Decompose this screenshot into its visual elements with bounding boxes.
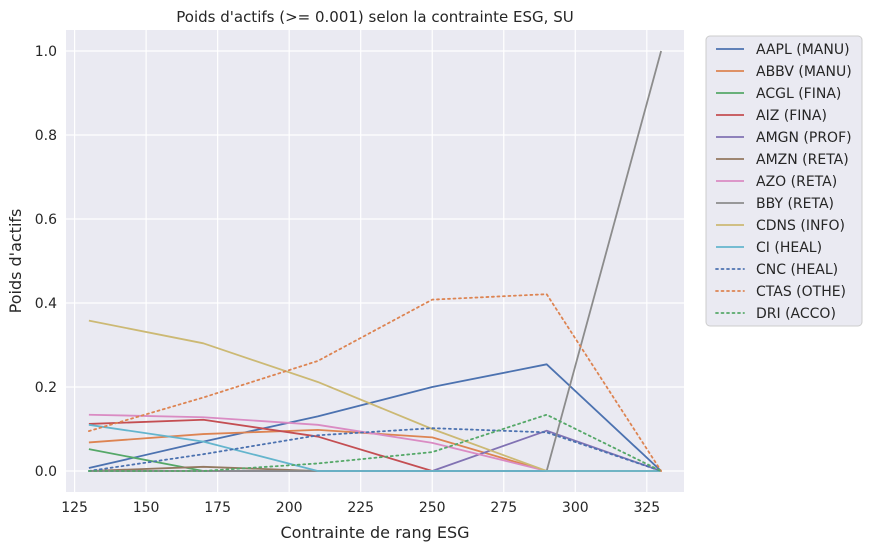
legend-label: BBY (RETA) bbox=[756, 196, 834, 212]
legend-label: ACGL (FINA) bbox=[756, 86, 841, 102]
y-tick-label: 1.0 bbox=[35, 44, 57, 60]
x-tick-label: 325 bbox=[633, 500, 660, 516]
legend-label: CTAS (OTHE) bbox=[756, 284, 846, 300]
legend-label: CI (HEAL) bbox=[756, 240, 822, 256]
x-axis-label: Contrainte de rang ESG bbox=[280, 523, 469, 542]
x-tick-label: 200 bbox=[276, 500, 303, 516]
y-tick-label: 0.8 bbox=[35, 128, 57, 144]
x-tick-label: 300 bbox=[562, 500, 589, 516]
series-line-aapl bbox=[88, 363, 662, 472]
legend-label: AMGN (PROF) bbox=[756, 130, 852, 146]
x-tick-label: 150 bbox=[133, 500, 160, 516]
legend-label: DRI (ACCO) bbox=[756, 306, 836, 322]
legend-label: AZO (RETA) bbox=[756, 174, 837, 190]
y-tick-label: 0.2 bbox=[35, 380, 57, 396]
y-tick-label: 0.6 bbox=[35, 212, 57, 228]
grid bbox=[66, 30, 684, 492]
series-line-dri bbox=[87, 413, 663, 472]
chart-title: Poids d'actifs (>= 0.001) selon la contr… bbox=[176, 8, 573, 26]
series-lines bbox=[87, 50, 663, 472]
plot-background bbox=[66, 30, 684, 492]
legend-label: AMZN (RETA) bbox=[756, 152, 849, 168]
legend-label: AAPL (MANU) bbox=[756, 42, 850, 58]
x-tick-label: 175 bbox=[204, 500, 231, 516]
tick-labels: 125 150 175 200 225 250 275 300 325 0.0 0.2 0.4 0.6 0… bbox=[35, 44, 660, 516]
y-tick-label: 0.0 bbox=[35, 464, 57, 480]
series-line-ci bbox=[88, 423, 662, 472]
legend-frame bbox=[705, 35, 863, 327]
y-axis-label: Poids d'actifs bbox=[6, 209, 25, 314]
legend-label: CNC (HEAL) bbox=[756, 262, 838, 278]
legend: AAPL (MANU) ABBV (MANU) ACGL (FINA) AIZ (FI… bbox=[705, 35, 863, 327]
series-line-cnc bbox=[87, 427, 663, 472]
series-line-ctas bbox=[87, 293, 663, 472]
legend-label: AIZ (FINA) bbox=[756, 108, 827, 124]
legend-label: ABBV (MANU) bbox=[756, 64, 852, 80]
x-tick-label: 250 bbox=[419, 500, 446, 516]
y-tick-label: 0.4 bbox=[35, 296, 57, 312]
x-tick-label: 225 bbox=[347, 500, 374, 516]
legend-label: CDNS (INFO) bbox=[756, 218, 845, 234]
x-tick-label: 275 bbox=[490, 500, 517, 516]
x-tick-label: 125 bbox=[61, 500, 88, 516]
